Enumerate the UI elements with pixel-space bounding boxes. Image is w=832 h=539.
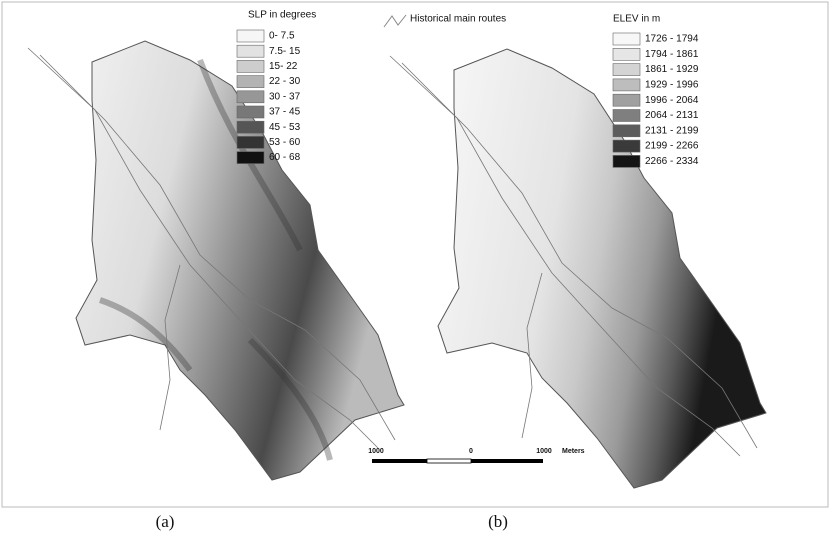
legend-swatch <box>237 106 264 118</box>
elevation-map <box>390 49 766 488</box>
legend-title: ELEV in m <box>613 14 660 25</box>
caption: (b) <box>488 512 508 531</box>
legend-label: 1794 - 1861 <box>645 49 699 60</box>
legend-label: 37 - 45 <box>269 107 301 118</box>
legend-title: SLP in degrees <box>248 10 316 21</box>
legend-swatch <box>613 140 640 152</box>
slope-legend: SLP in degrees 0- 7.5 7.5- 15 15- 22 22 - 3… <box>237 10 316 164</box>
legend-swatch <box>237 136 264 148</box>
scale-bar: 1000 0 1000 Meters <box>368 448 584 463</box>
legend-label: 60 - 68 <box>269 152 301 163</box>
legend-swatch <box>237 60 264 72</box>
legend-swatch <box>237 30 264 42</box>
elevation-legend: ELEV in m 1726 - 1794 1794 - 1861 1861 - 1… <box>613 14 699 168</box>
legend-swatch <box>613 155 640 167</box>
legend-label: 0- 7.5 <box>269 31 295 42</box>
legend-label: 2064 - 2131 <box>645 110 699 121</box>
legend-label: 1726 - 1794 <box>645 34 699 45</box>
legend-swatch <box>613 48 640 60</box>
legend-swatch <box>613 33 640 45</box>
legend-label: 2199 - 2266 <box>645 141 699 152</box>
legend-swatch <box>237 45 264 57</box>
legend-label: 45 - 53 <box>269 122 301 133</box>
legend-label: 7.5- 15 <box>269 46 301 57</box>
legend-label: 1929 - 1996 <box>645 80 699 91</box>
legend-swatch <box>613 94 640 106</box>
legend-swatch <box>613 125 640 137</box>
legend-label: 1861 - 1929 <box>645 64 699 75</box>
legend-swatch <box>613 64 640 76</box>
scale-unit: Meters <box>562 448 585 455</box>
legend-swatch <box>613 79 640 91</box>
legend-label: 53 - 60 <box>269 137 301 148</box>
legend-swatch <box>613 110 640 122</box>
route-label: Historical main routes <box>410 14 506 25</box>
route-legend: Historical main routes <box>384 14 506 27</box>
caption: (a) <box>156 512 175 531</box>
slope-map <box>28 41 404 480</box>
figure: SLP in degrees 0- 7.5 7.5- 15 15- 22 22 - 3… <box>0 0 832 539</box>
legend-label: 30 - 37 <box>269 91 301 102</box>
scale-label: 0 <box>469 448 473 455</box>
scale-label: 1000 <box>536 448 552 455</box>
scale-label: 1000 <box>368 448 384 455</box>
legend-swatch <box>237 91 264 103</box>
legend-label: 2131 - 2199 <box>645 125 699 136</box>
legend-label: 22 - 30 <box>269 76 301 87</box>
legend-label: 15- 22 <box>269 61 298 72</box>
legend-label: 2266 - 2334 <box>645 156 699 167</box>
legend-swatch <box>237 121 264 133</box>
legend-swatch <box>237 76 264 88</box>
legend-swatch <box>237 152 264 164</box>
legend-label: 1996 - 2064 <box>645 95 699 106</box>
